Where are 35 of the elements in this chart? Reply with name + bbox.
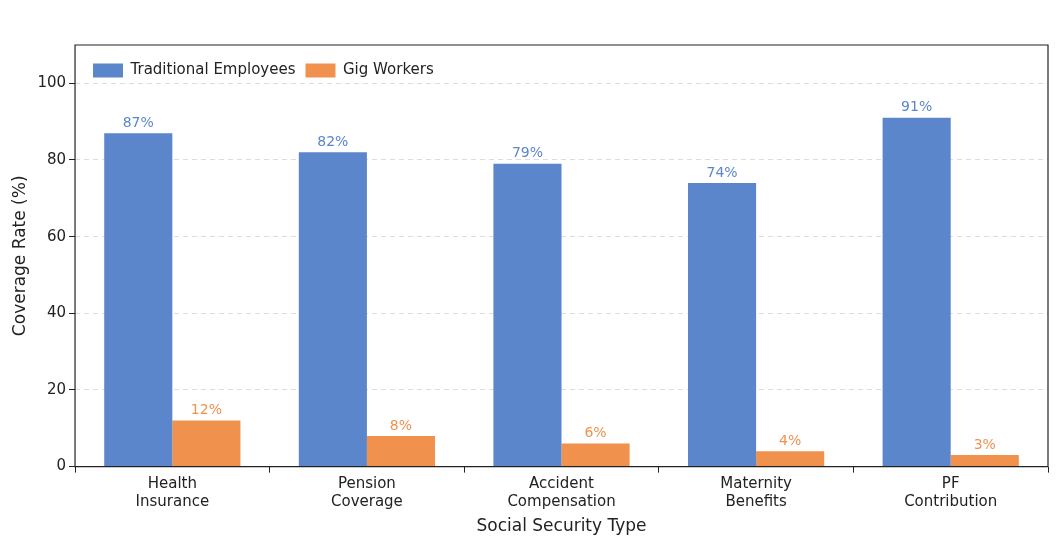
bar (561, 443, 630, 467)
data-label: 12% (190, 401, 222, 418)
data-label: 91% (901, 98, 933, 115)
data-label: 3% (973, 435, 996, 452)
data-label: 82% (317, 132, 349, 149)
y-tick-label: 20 (46, 379, 67, 398)
data-label: 79% (511, 144, 544, 161)
y-tick-label: 100 (37, 73, 67, 92)
x-tick-label: PF Contribution (904, 474, 998, 511)
x-tick-label: Pension Coverage (330, 474, 403, 511)
bar (688, 182, 757, 467)
bar (104, 133, 173, 467)
y-tick-label: 60 (46, 226, 67, 245)
legend-label: Traditional Employees (129, 60, 296, 79)
bar (298, 152, 367, 467)
bar (950, 455, 1019, 467)
y-axis-title: Coverage Rate (%) (8, 175, 29, 337)
y-tick-label: 0 (56, 456, 67, 475)
data-label: 6% (584, 424, 607, 441)
y-tick-label: 40 (46, 303, 67, 322)
bar (756, 451, 825, 467)
data-label: 4% (779, 431, 802, 448)
bar (366, 435, 436, 467)
x-tick-label: Accident Compensation (507, 474, 616, 511)
bar (172, 420, 241, 467)
data-label: 8% (389, 416, 413, 433)
data-label: 74% (706, 163, 738, 180)
x-tick-label: Health Insurance (135, 474, 210, 511)
bar (882, 117, 951, 467)
data-label: 87% (122, 113, 154, 130)
x-tick-label: Maternity Benefits (720, 474, 793, 511)
legend-label: Gig Workers (343, 60, 434, 79)
bar (493, 163, 562, 467)
y-tick-label: 80 (46, 149, 67, 168)
x-axis-title: Social Security Type (476, 515, 647, 536)
